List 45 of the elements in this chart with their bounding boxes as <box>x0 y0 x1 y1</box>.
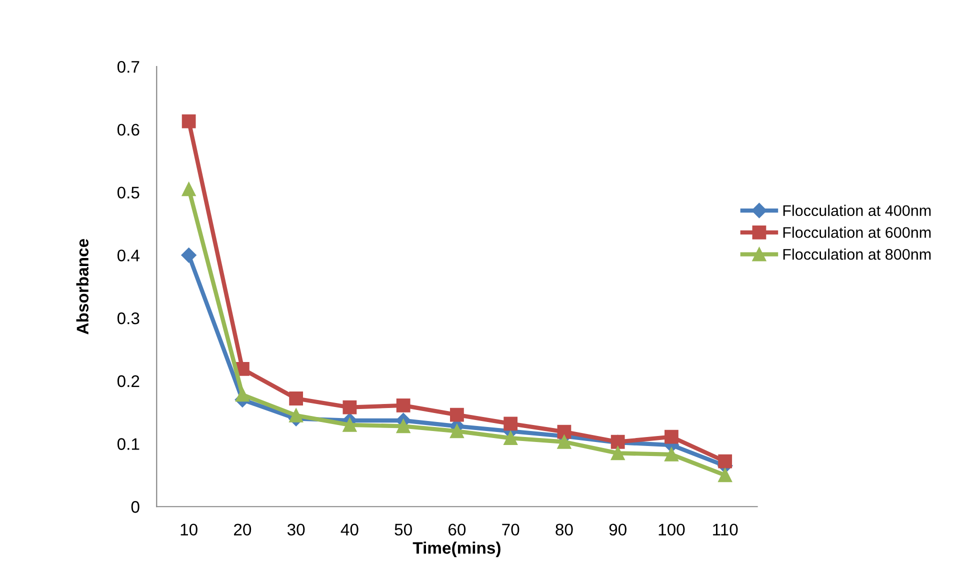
point <box>342 418 357 432</box>
x-tick-label: 40 <box>340 524 358 536</box>
x-tick-label: 80 <box>556 524 573 536</box>
point <box>289 408 304 422</box>
point <box>289 392 304 406</box>
y-tick-label: 0.1 <box>117 438 140 450</box>
point <box>664 430 678 444</box>
y-axis-title: Absorbance <box>76 239 89 334</box>
x-tick-label: 50 <box>394 524 412 536</box>
point <box>181 248 196 263</box>
point <box>557 434 572 449</box>
point <box>236 388 250 402</box>
x-tick-label: 70 <box>502 524 520 536</box>
point <box>450 408 464 422</box>
point <box>342 400 357 414</box>
x-tick-label: 60 <box>448 524 466 536</box>
x-tick-label: 110 <box>713 524 738 536</box>
y-tick-label: 0.4 <box>117 250 140 262</box>
legend-label: Flocculation at 600nm <box>783 226 931 238</box>
point <box>450 424 464 438</box>
point <box>396 419 410 434</box>
legend-label: Flocculation at 400nm <box>783 204 931 216</box>
legend-label: Flocculation at 800nm <box>783 248 931 260</box>
point <box>182 114 196 128</box>
y-tick-label: 0 <box>131 501 140 513</box>
point <box>718 454 732 468</box>
y-tick-label: 0.6 <box>117 124 140 136</box>
x-tick-label: 20 <box>234 524 252 536</box>
point <box>504 431 518 446</box>
x-tick-label: 10 <box>180 524 198 536</box>
point <box>396 398 410 412</box>
y-tick-label: 0.5 <box>117 186 140 199</box>
point <box>610 446 625 460</box>
y-tick-label: 0.2 <box>117 375 140 388</box>
point <box>557 424 572 439</box>
x-tick-label: 90 <box>609 524 626 536</box>
point <box>664 448 678 462</box>
y-tick-label: 0.7 <box>117 60 140 73</box>
x-tick-label: 100 <box>658 524 685 536</box>
y-tick-label: 0.3 <box>117 312 140 324</box>
point <box>504 416 518 431</box>
x-axis-title: Time(mins) <box>412 542 500 558</box>
x-tick-label: 30 <box>287 524 305 536</box>
point <box>718 468 732 482</box>
point <box>182 182 196 196</box>
